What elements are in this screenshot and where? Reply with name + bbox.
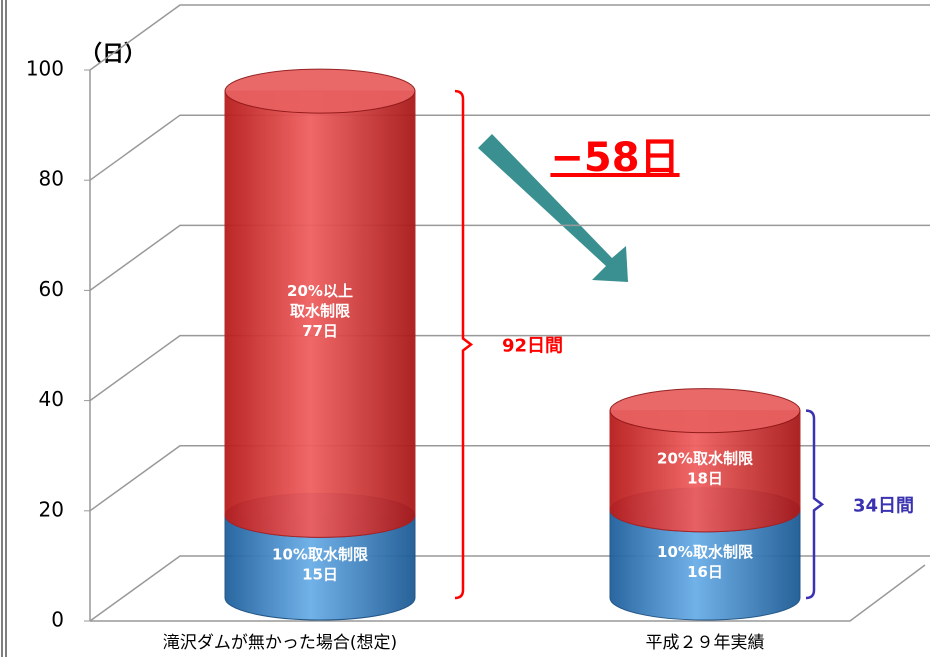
x-tick-label: 平成２９年実績 xyxy=(646,633,765,653)
grid-line xyxy=(89,224,930,292)
bracket-label: 92日間 xyxy=(502,336,563,357)
arrow xyxy=(478,134,628,282)
floor-line xyxy=(90,564,926,622)
grid-line xyxy=(89,334,930,402)
data-label: 10%取水制限 15日 xyxy=(272,545,368,583)
bar xyxy=(609,410,801,533)
grid-line xyxy=(89,4,930,71)
y-axis-label: （日） xyxy=(80,42,146,67)
grid-line xyxy=(89,555,930,622)
y-tick-label: 0 xyxy=(51,608,64,632)
bar xyxy=(224,90,416,538)
grid-line xyxy=(89,445,930,512)
bar-top xyxy=(609,388,801,434)
y-tick-label: 20 xyxy=(39,497,64,521)
bracket-label: 34日間 xyxy=(853,495,914,516)
y-tick-label: 100 xyxy=(26,57,64,81)
y-tick-label: 60 xyxy=(39,277,64,301)
data-label: 20%以上取水制限 77日 xyxy=(287,282,353,340)
bar xyxy=(224,514,416,621)
y-tick-label: 40 xyxy=(39,387,64,411)
y-tick-label: 80 xyxy=(39,167,64,191)
data-label: 10%取水制限 16日 xyxy=(657,542,753,580)
data-label: 20%取水制限 18日 xyxy=(657,449,753,487)
bar-top xyxy=(224,68,416,114)
bracket xyxy=(805,409,825,600)
x-tick-label: 滝沢ダムが無かった場合(想定) xyxy=(163,633,397,653)
bracket xyxy=(454,89,474,600)
difference-label: −58日 xyxy=(550,135,679,181)
bar xyxy=(609,509,801,621)
grid-line xyxy=(89,114,930,181)
